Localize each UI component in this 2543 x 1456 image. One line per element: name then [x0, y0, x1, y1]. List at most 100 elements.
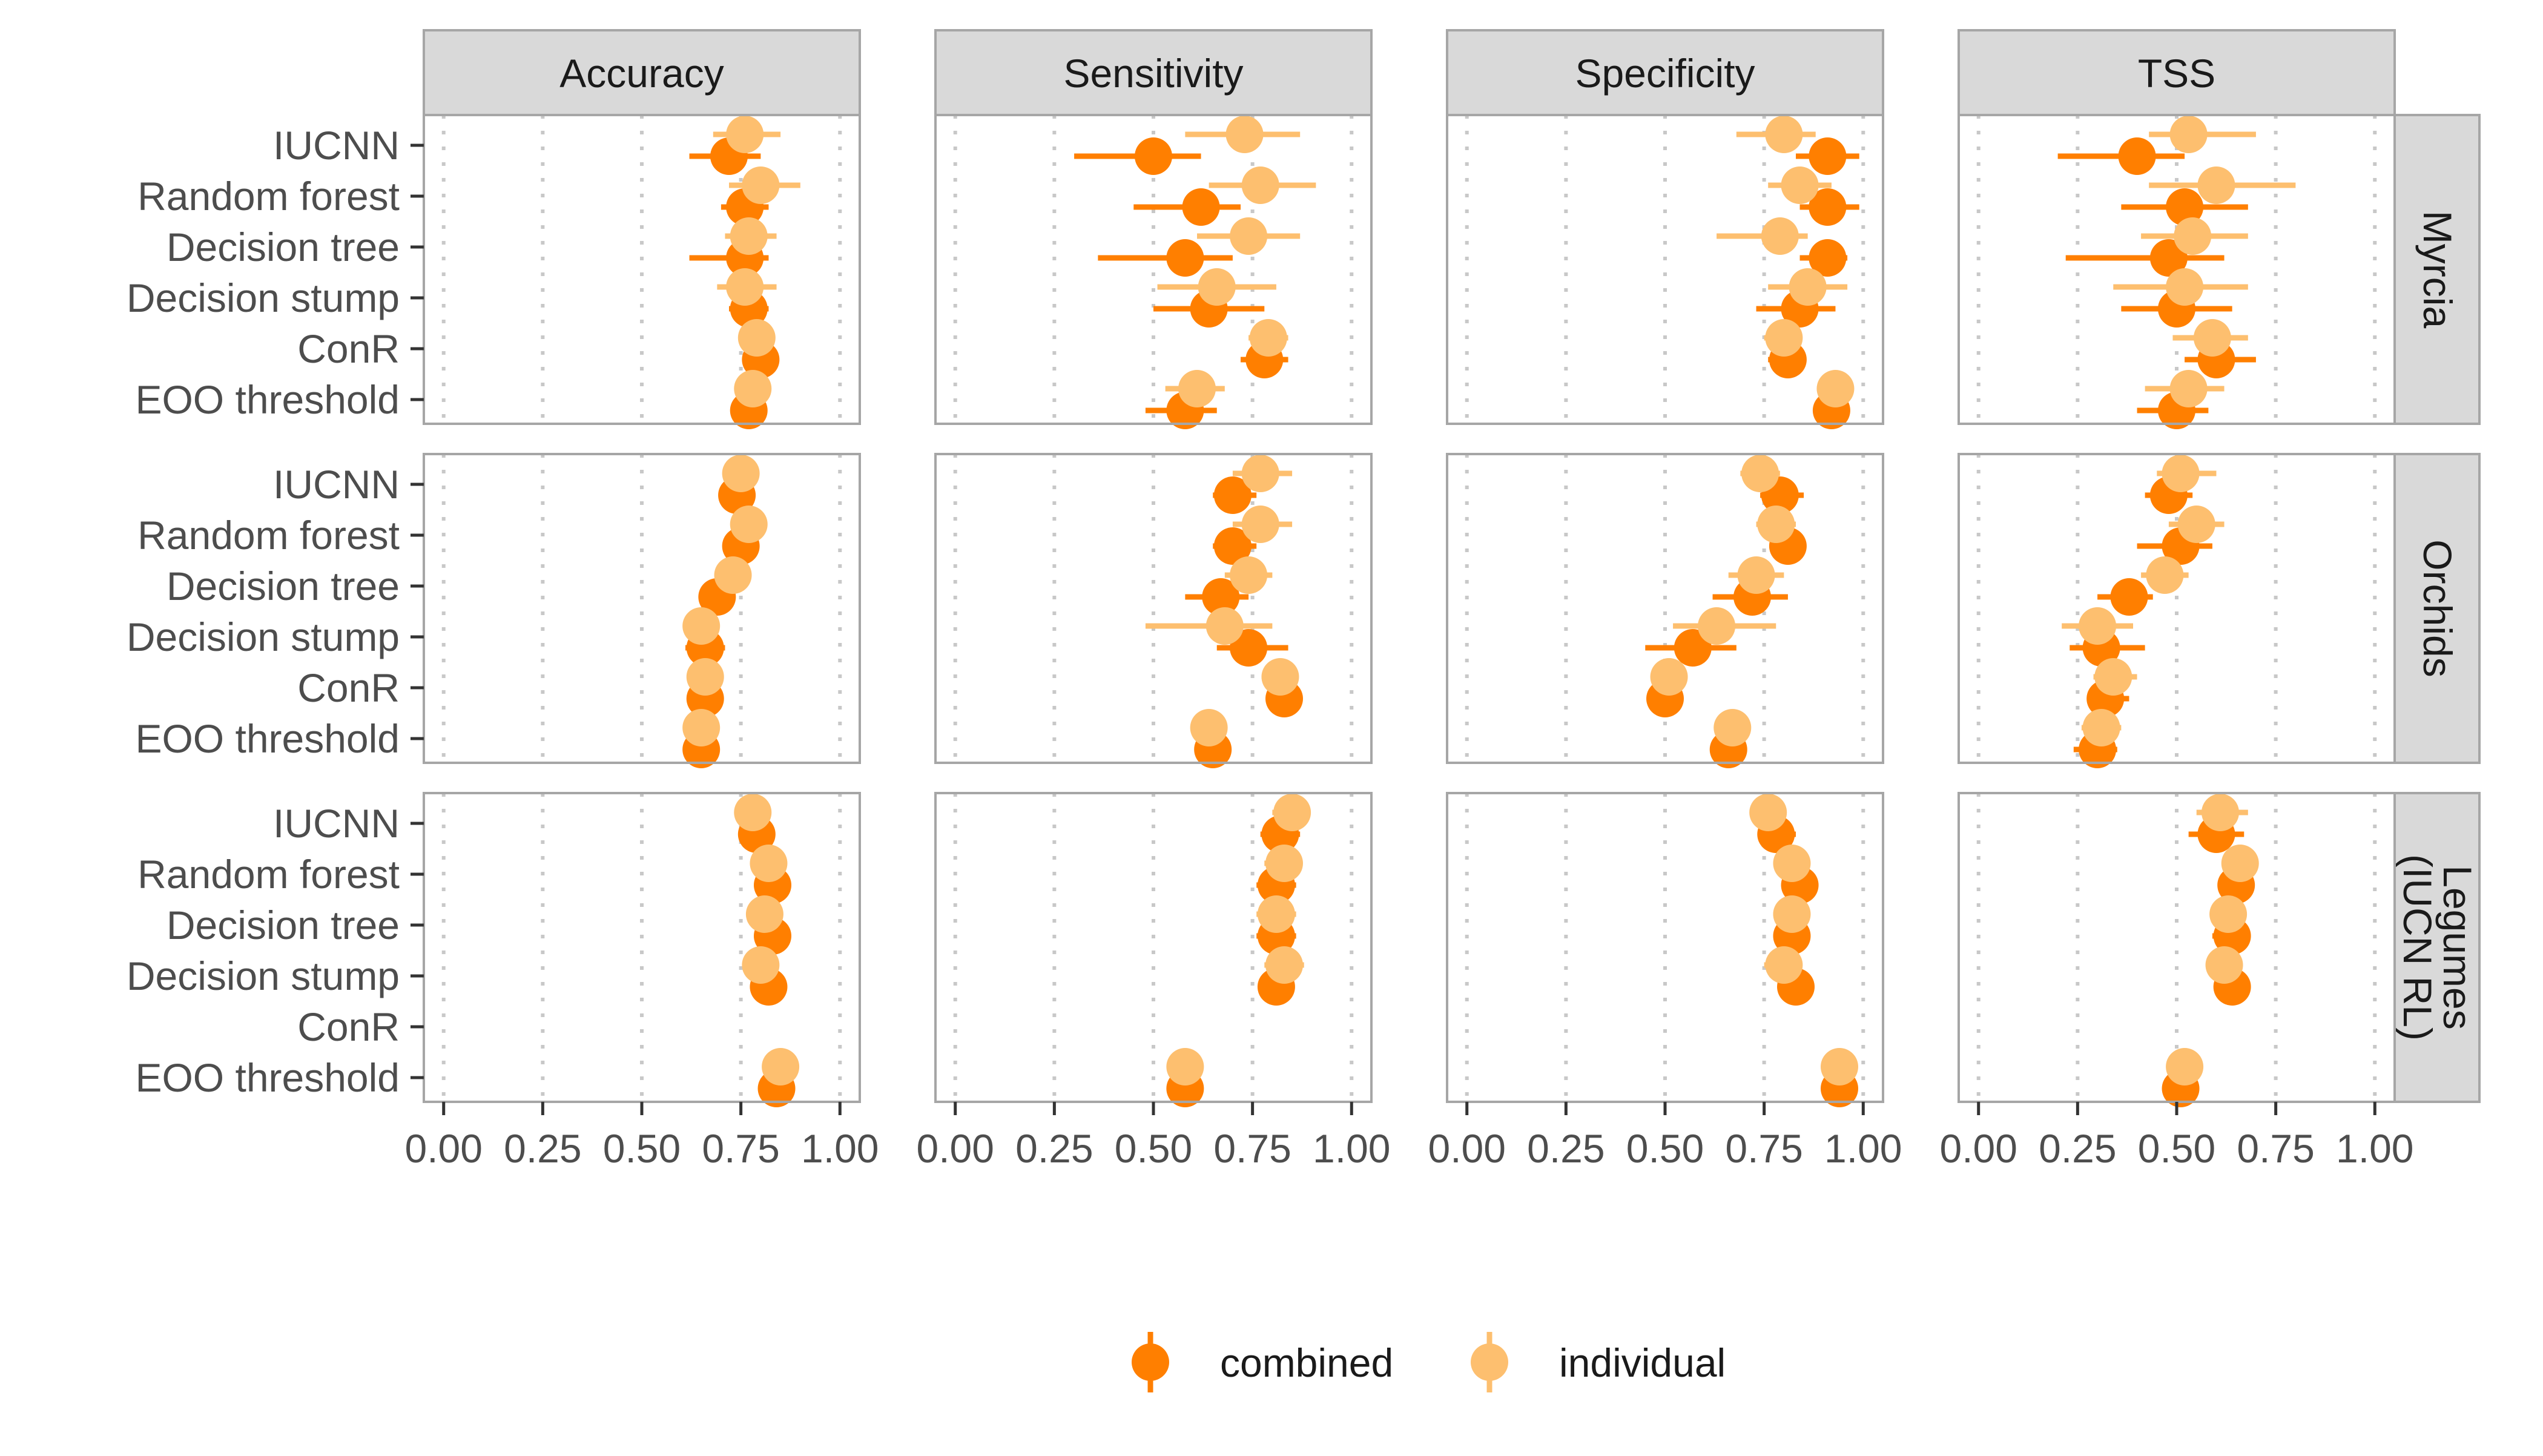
point-individual [2177, 506, 2215, 543]
point-individual [1765, 946, 1803, 984]
x-tick-label: 0.75 [702, 1126, 779, 1171]
x-tick-label: 1.00 [801, 1126, 879, 1171]
panel-bg [935, 793, 1371, 1102]
row-strip-myrcia [2393, 114, 2481, 425]
point-individual [734, 794, 772, 831]
facet-label-specificity: Specificity [1575, 51, 1755, 96]
point-combined [1213, 527, 1252, 565]
panel-bg [424, 454, 860, 763]
point-individual [1773, 845, 1811, 882]
point-individual [2166, 1048, 2204, 1085]
point-combined [2166, 188, 2204, 226]
panel-border [1446, 453, 1884, 764]
point-individual [2079, 607, 2117, 645]
point-individual [1230, 217, 1268, 255]
point-individual [2166, 268, 2204, 306]
point-individual [1198, 268, 1236, 306]
panel-border [934, 114, 1373, 425]
legend-key-point-combined [1132, 1343, 1169, 1381]
point-individual [1230, 556, 1268, 594]
point-individual [2169, 116, 2208, 153]
point-individual [1821, 1048, 1858, 1085]
point-individual [1713, 709, 1752, 746]
point-individual [1265, 845, 1303, 882]
y-tick-label-iucnn: IUCNN [273, 801, 400, 846]
panel-border [423, 453, 861, 764]
y-tick-label-decision-tree: Decision tree [167, 225, 400, 269]
point-individual [1190, 709, 1228, 746]
point-individual [682, 709, 721, 746]
point-individual [1749, 794, 1787, 831]
point-individual [742, 946, 780, 984]
point-individual [1737, 556, 1775, 594]
y-tick-label-decision-stump: Decision stump [127, 614, 400, 659]
point-combined [1166, 239, 1204, 277]
facet-strip-sensitivity [934, 29, 1373, 116]
x-tick-label: 0.00 [916, 1126, 994, 1171]
point-individual [1816, 370, 1855, 407]
point-individual [1261, 658, 1299, 696]
point-individual [1757, 506, 1795, 543]
point-individual [2169, 370, 2208, 407]
point-individual [1765, 319, 1803, 357]
x-tick-label: 0.50 [603, 1126, 681, 1171]
point-combined [1809, 137, 1847, 175]
x-tick-label: 0.75 [2237, 1126, 2314, 1171]
facet-strip-specificity [1446, 29, 1884, 116]
point-individual [2221, 845, 2259, 882]
point-individual [1206, 607, 1244, 645]
point-individual [722, 455, 760, 492]
point-individual [1166, 1048, 1204, 1085]
y-tick-label-decision-tree: Decision tree [167, 903, 400, 947]
x-tick-label: 0.75 [1725, 1126, 1803, 1171]
x-tick-label: 0.00 [1428, 1126, 1505, 1171]
point-individual [682, 607, 721, 645]
point-individual [726, 116, 764, 153]
facet-label-sensitivity: Sensitivity [1063, 51, 1243, 96]
point-individual [762, 1048, 800, 1085]
point-combined [1674, 629, 1712, 667]
point-individual [1257, 895, 1295, 933]
facet-strip-tss [1958, 29, 2396, 116]
y-tick-label-iucnn: IUCNN [273, 123, 400, 168]
y-tick-label-conr: ConR [297, 665, 400, 710]
point-individual [726, 268, 764, 306]
y-tick-label-decision-tree: Decision tree [167, 564, 400, 608]
point-individual [1249, 319, 1287, 357]
facet-strip-accuracy [423, 29, 861, 116]
point-combined [2110, 578, 2148, 616]
y-tick-label-eoo-threshold: EOO threshold [135, 1055, 400, 1100]
legend-label-combined: combined [1220, 1340, 1393, 1385]
point-individual [1178, 370, 1216, 407]
point-individual [1781, 166, 1819, 204]
x-tick-label: 0.25 [1527, 1126, 1605, 1171]
point-individual [742, 166, 780, 204]
point-individual [1765, 116, 1803, 153]
point-individual [1650, 658, 1688, 696]
y-tick-label-random-forest: Random forest [137, 852, 400, 897]
x-tick-label: 0.50 [1115, 1126, 1192, 1171]
legend-label-individual: individual [1559, 1340, 1726, 1385]
point-individual [1241, 455, 1279, 492]
point-combined [1809, 239, 1847, 277]
point-combined [1135, 137, 1172, 175]
y-tick-label-conr: ConR [297, 1004, 400, 1049]
legend-key-point-individual [1471, 1343, 1508, 1381]
point-individual [737, 319, 776, 357]
x-tick-label: 0.75 [1213, 1126, 1291, 1171]
panel-bg [424, 115, 860, 424]
point-individual [714, 556, 752, 594]
row-label-orchids: Orchids [2415, 539, 2460, 677]
facet-label-accuracy: Accuracy [559, 51, 724, 96]
point-individual [734, 370, 772, 407]
point-individual [730, 217, 768, 255]
point-combined [1202, 578, 1240, 616]
panel-bg [935, 454, 1371, 763]
point-combined [2118, 137, 2156, 175]
panel-border [1446, 114, 1884, 425]
y-tick-label-random-forest: Random forest [137, 174, 400, 219]
row-strip-legumes-iucn-rl [2393, 792, 2481, 1103]
point-individual [1241, 166, 1279, 204]
